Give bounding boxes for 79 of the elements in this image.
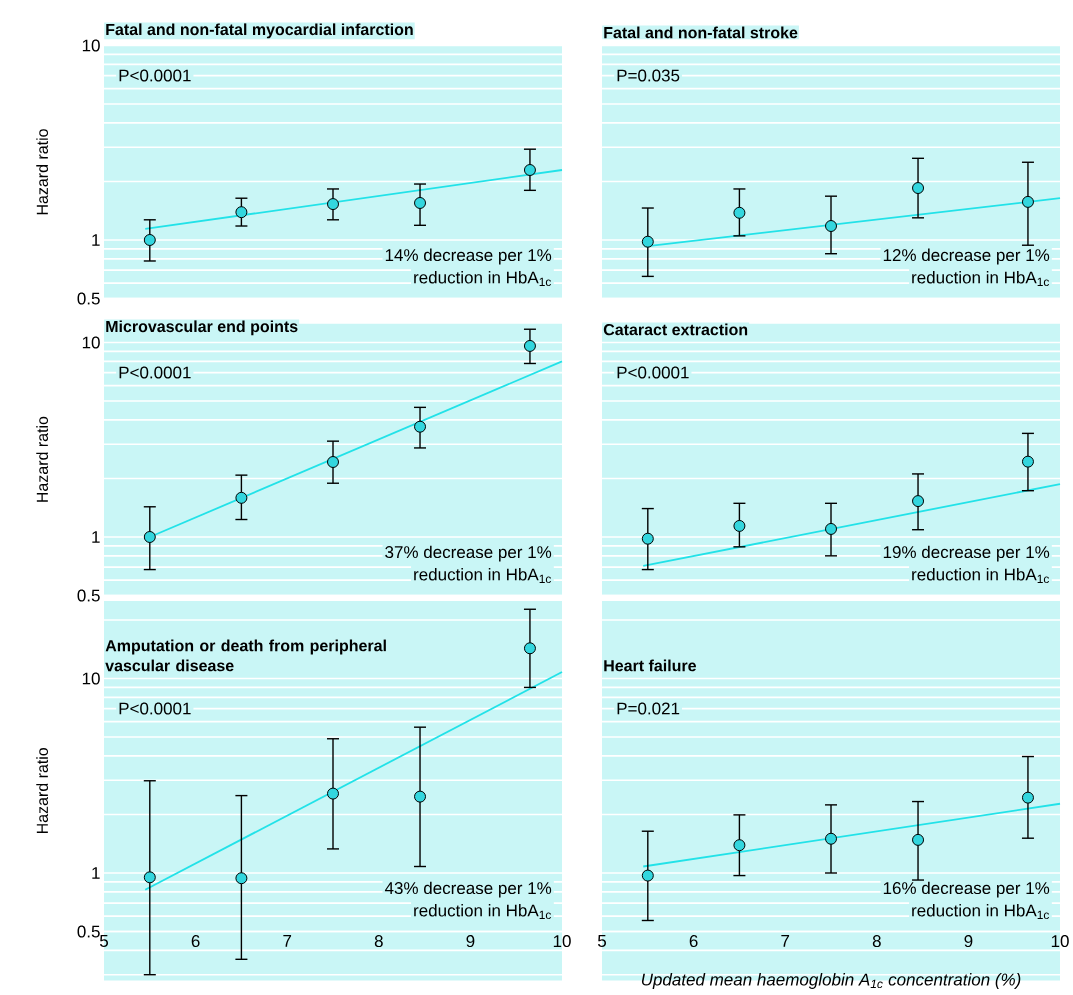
x-tick-label: 5 bbox=[597, 935, 607, 947]
point bbox=[414, 420, 427, 433]
point bbox=[641, 235, 654, 248]
x-tick-label: 6 bbox=[689, 935, 698, 948]
annotation: P<0.0001 bbox=[119, 366, 191, 379]
point bbox=[733, 206, 746, 219]
point bbox=[1021, 791, 1034, 804]
x-tick-label: 8 bbox=[374, 935, 383, 948]
chart-title: Fatal and non-fatal myocardial infarction bbox=[106, 23, 413, 39]
x-tick-label: 10 bbox=[553, 935, 571, 948]
annotation: reduction in HbA$_{1c}$ bbox=[414, 904, 551, 920]
chart-title: Fatal and non-fatal stroke bbox=[604, 26, 798, 39]
point bbox=[825, 220, 838, 233]
point bbox=[523, 339, 536, 352]
x-tick-label: 7 bbox=[781, 935, 790, 947]
y-tick-label: 10 bbox=[82, 336, 100, 349]
point bbox=[1021, 195, 1034, 208]
annotation: 16% decrease per 1% bbox=[883, 881, 1050, 898]
x-tick-label: 9 bbox=[964, 935, 973, 948]
y-tick-label: 1 bbox=[92, 531, 100, 543]
annotation: P=0.035 bbox=[617, 69, 680, 82]
annotation: P=0.021 bbox=[617, 702, 680, 715]
point bbox=[912, 833, 925, 846]
point bbox=[143, 233, 156, 246]
y-tick-label: 0.5 bbox=[77, 292, 100, 305]
annotation: reduction in HbA$_{1c}$ bbox=[912, 568, 1049, 584]
x-tick-label: 6 bbox=[191, 935, 200, 948]
annotation: 14% decrease per 1% bbox=[385, 248, 552, 265]
y-axis-title: Hazard ratio bbox=[36, 747, 49, 834]
x-tick-label: 9 bbox=[466, 935, 475, 948]
annotation: 37% decrease per 1% bbox=[385, 545, 552, 562]
x-axis-title: Updated mean haemoglobin A$_{1c}$ concentration (%) bbox=[641, 973, 1021, 989]
annotation: 43% decrease per 1% bbox=[384, 881, 552, 898]
annotation: 19% decrease per 1% bbox=[883, 545, 1050, 562]
x-tick-label: 10 bbox=[1051, 935, 1069, 948]
y-tick-label: 1 bbox=[92, 867, 100, 879]
point bbox=[641, 532, 654, 545]
y-tick-label: 10 bbox=[82, 672, 100, 685]
y-tick-label: 0.5 bbox=[77, 589, 100, 602]
point bbox=[733, 839, 746, 852]
text: Heart failure bbox=[604, 659, 697, 672]
point bbox=[523, 642, 536, 655]
point bbox=[825, 522, 838, 535]
annotation: reduction in HbA$_{1c}$ bbox=[912, 271, 1049, 287]
y-tick-label: 10 bbox=[82, 39, 100, 52]
annotation: 12% decrease per 1% bbox=[883, 248, 1050, 265]
point bbox=[641, 869, 654, 882]
point bbox=[327, 456, 339, 468]
annotation: P<0.0001 bbox=[119, 69, 191, 82]
y-axis-title: Hazard ratio bbox=[36, 129, 49, 215]
x-tick-label: 8 bbox=[872, 935, 881, 948]
point bbox=[235, 491, 248, 504]
point bbox=[733, 519, 746, 532]
chart-title: Cataract extraction bbox=[603, 323, 748, 336]
annotation: reduction in HbA$_{1c}$ bbox=[414, 271, 551, 287]
point bbox=[1021, 455, 1034, 468]
annotation: reduction in HbA$_{1c}$ bbox=[912, 904, 1049, 920]
point bbox=[912, 182, 925, 195]
chart-title: Microvascular end points bbox=[106, 320, 298, 336]
y-axis-title: Hazard ratio bbox=[36, 416, 49, 502]
point bbox=[143, 531, 156, 543]
annotation: P<0.0001 bbox=[617, 366, 689, 379]
text: Amputation or death from peripheral vascular disease bbox=[105, 639, 386, 672]
point bbox=[235, 872, 248, 885]
annotation: P<0.0001 bbox=[119, 702, 191, 715]
point bbox=[523, 164, 536, 177]
point bbox=[235, 206, 248, 219]
x-tick-label: 5 bbox=[99, 935, 109, 947]
point bbox=[414, 790, 427, 803]
y-tick-label: 1 bbox=[92, 234, 100, 246]
point bbox=[414, 196, 427, 209]
x-tick-label: 7 bbox=[283, 935, 292, 947]
y-tick-label: 0.5 bbox=[77, 925, 100, 938]
point bbox=[327, 198, 339, 211]
annotation: reduction in HbA$_{1c}$ bbox=[414, 568, 551, 584]
point bbox=[825, 832, 838, 845]
point bbox=[327, 787, 339, 800]
point bbox=[143, 871, 156, 884]
point bbox=[912, 495, 925, 508]
